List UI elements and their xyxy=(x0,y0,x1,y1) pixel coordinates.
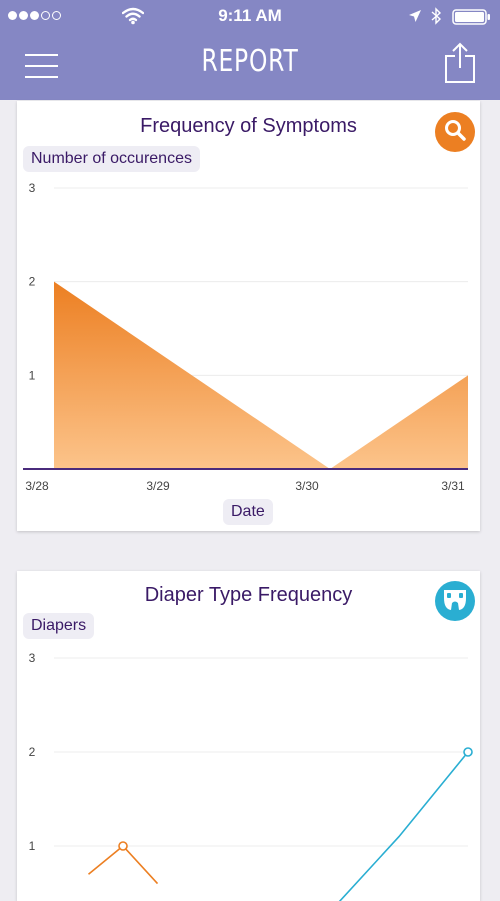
x-tick-label: 3/29 xyxy=(146,479,170,493)
data-point xyxy=(463,747,473,757)
line-series xyxy=(338,751,469,901)
battery-icon xyxy=(452,9,492,30)
y-tick-label: 2 xyxy=(29,275,36,289)
y-tick-label: 3 xyxy=(29,181,36,195)
location-arrow-icon xyxy=(408,9,422,28)
hamburger-menu-icon[interactable] xyxy=(25,52,59,85)
signal-dot xyxy=(52,11,61,20)
signal-dot xyxy=(19,11,28,20)
chart-title: Diaper Type Frequency xyxy=(144,584,353,606)
search-icon xyxy=(443,118,467,147)
data-point xyxy=(118,841,128,851)
y-tick-label: 2 xyxy=(29,745,36,759)
nav-bar: REPORT xyxy=(0,34,500,100)
y-axis-label: Number of occurences xyxy=(23,146,200,172)
status-bar: 9:11 AM xyxy=(0,0,500,34)
diaper-line-chart: 1 2 3 xyxy=(29,651,473,901)
status-time: 9:11 AM xyxy=(218,6,282,25)
signal-dot xyxy=(30,11,39,20)
bluetooth-icon xyxy=(430,7,442,30)
y-axis-label: Diapers xyxy=(23,613,95,639)
symptoms-chart-card: Frequency of Symptoms Number of occurenc… xyxy=(17,101,480,531)
share-icon[interactable] xyxy=(444,42,476,89)
y-tick-label: 1 xyxy=(29,839,36,853)
diaper-icon xyxy=(441,586,469,617)
y-tick-label: 1 xyxy=(29,368,36,382)
search-button[interactable] xyxy=(435,112,475,152)
page-title: REPORT xyxy=(201,44,299,79)
diaper-button[interactable] xyxy=(435,581,475,621)
x-tick-label: 3/28 xyxy=(25,479,49,493)
line-series xyxy=(87,844,159,885)
x-tick-label: 3/31 xyxy=(441,479,465,493)
diaper-chart-card: Diaper Type Frequency Diapers 1 2 3 xyxy=(17,571,480,901)
signal-dot xyxy=(41,11,50,20)
x-axis-label: Date xyxy=(223,499,273,525)
x-tick-label: 3/30 xyxy=(295,479,319,493)
wifi-icon xyxy=(121,7,145,30)
cellular-signal-icon xyxy=(8,11,61,20)
signal-dot xyxy=(8,11,17,20)
area-series xyxy=(54,281,468,469)
chart-title: Frequency of Symptoms xyxy=(140,115,357,137)
symptoms-area-chart: 1 2 3 3/28 3/29 3/30 3/31 xyxy=(23,181,468,493)
y-tick-label: 3 xyxy=(29,651,36,665)
